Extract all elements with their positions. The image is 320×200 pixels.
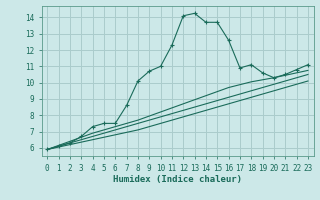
X-axis label: Humidex (Indice chaleur): Humidex (Indice chaleur) — [113, 175, 242, 184]
